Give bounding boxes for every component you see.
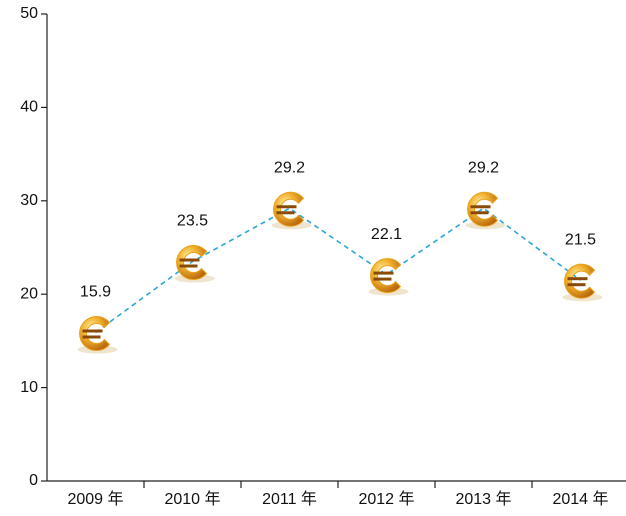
marker-bar [179,264,198,268]
x-tick-label: 2014 年 [552,490,608,508]
y-tick-label: 20 [20,285,38,302]
marker-bar [567,277,588,281]
marker-bar [82,335,101,339]
marker-bar [82,329,103,333]
marker-bar [276,205,297,209]
y-tick-label: 40 [20,99,38,116]
x-tick-label: 2012 年 [358,490,414,508]
y-tick-label: 0 [29,472,38,489]
marker-bar [470,205,491,209]
data-label: 21.5 [565,231,596,248]
euro-marker [271,191,312,230]
marker-body [467,191,499,227]
y-tick-label: 50 [20,5,38,22]
data-label: 15.9 [80,284,111,301]
marker-bar [276,211,295,215]
x-tick-label: 2013 年 [455,490,511,508]
marker-bar [567,283,586,287]
marker-body [370,258,402,294]
euro-marker [465,191,506,230]
marker-body [564,263,596,299]
data-label: 22.1 [371,226,402,243]
marker-bar [470,211,489,215]
euro-marker [368,258,409,296]
data-line [95,207,581,334]
marker-bar [373,271,394,275]
marker-body [176,245,208,280]
marker-body [273,191,305,227]
data-label: 29.2 [274,159,305,176]
euro-marker [562,263,603,302]
marker-bar [373,277,392,281]
y-tick-label: 10 [20,379,38,396]
data-label: 29.2 [468,159,499,176]
marker-bar [179,258,200,262]
x-tick-label: 2010 年 [164,490,220,508]
y-tick-label: 30 [20,192,38,209]
euro-marker [77,316,118,354]
marker-body [79,316,111,351]
data-label: 23.5 [177,213,208,230]
x-tick-label: 2009 年 [67,490,123,508]
x-tick-label: 2011 年 [262,490,317,508]
euro-marker [174,245,215,283]
